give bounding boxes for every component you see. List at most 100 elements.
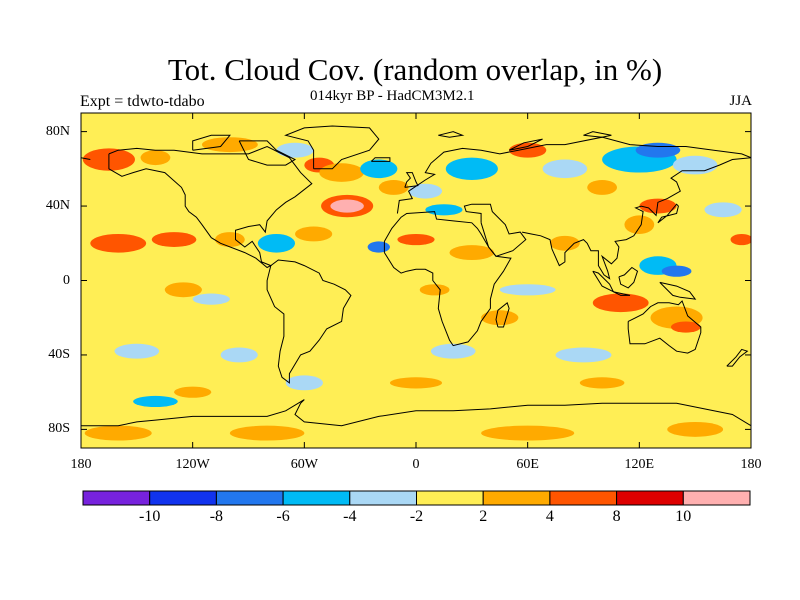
anomaly-patch [425, 204, 463, 216]
x-tick-label: 0 [412, 457, 420, 472]
y-tick-label: 40N [45, 198, 70, 214]
coastline [370, 157, 391, 162]
anomaly-patch [670, 321, 701, 333]
coastline [627, 300, 702, 354]
colorbar [82, 490, 751, 506]
colorbar-swatch [282, 490, 351, 506]
x-tick-label: 120E [624, 457, 655, 472]
x-tick-label: 120W [175, 457, 210, 472]
colorbar-swatch [549, 490, 618, 506]
coastline [618, 266, 639, 289]
anomaly-patch [624, 215, 655, 234]
colorbar-label: 2 [479, 508, 488, 525]
y-tick-label: 0 [63, 272, 70, 288]
anomaly-patch [587, 180, 617, 195]
y-tick-label: 40S [48, 346, 70, 362]
anomaly-patch [579, 377, 625, 389]
anomaly-patch [295, 226, 333, 242]
coastlines [81, 125, 751, 427]
colorbar-swatch [149, 490, 217, 506]
anomaly-patch [449, 245, 495, 261]
coastline [726, 348, 749, 367]
anomaly-patch [445, 157, 498, 180]
colorbar-label: -8 [209, 508, 224, 525]
anomaly-patch [378, 180, 409, 195]
anomaly-patch [133, 395, 178, 408]
anomaly-patch [481, 425, 575, 441]
anomaly-patch [257, 233, 296, 253]
coastline [521, 157, 751, 280]
anomaly-patch [667, 421, 724, 437]
colorbar-label: -6 [276, 508, 290, 525]
coastline [583, 131, 612, 138]
coastline [108, 145, 313, 269]
anomaly-patch [509, 142, 547, 158]
map-subtitle: 014kyr BP - HadCM3M2.1 [310, 88, 475, 104]
colorbar-label: 10 [675, 508, 692, 525]
anomaly-patch [90, 233, 147, 253]
coastline [508, 138, 543, 151]
colorbar-swatch [616, 490, 684, 506]
anomaly-patch [419, 284, 450, 296]
colorbar-label: 8 [612, 508, 621, 525]
anomaly-patch [84, 425, 152, 441]
anomaly-patch [151, 232, 197, 247]
anomaly-patch [360, 159, 398, 179]
anomaly-patch [481, 310, 519, 326]
colorbar-label: -2 [409, 508, 424, 525]
anomaly-patch [164, 282, 202, 298]
y-tick-label: 80S [48, 421, 70, 437]
anomaly-patch [140, 150, 171, 166]
colorbar-label: 4 [545, 508, 554, 525]
anomaly-patch [114, 343, 160, 359]
anomaly-patch [215, 232, 245, 247]
coastline [81, 157, 91, 160]
coastline [238, 140, 297, 166]
colorbar-label: -4 [343, 508, 357, 525]
anomaly-patch [499, 284, 556, 296]
coastline [438, 131, 465, 138]
y-tick-label: 80N [45, 123, 70, 139]
x-tick-label: 60E [516, 457, 539, 472]
anomaly-patch [555, 347, 612, 363]
colorbar-swatch [215, 490, 284, 506]
coastline [383, 211, 512, 347]
anomaly-patch [192, 293, 230, 305]
experiment-label: Expt = tdwto-tdabo [80, 93, 205, 110]
anomaly-patch [730, 233, 751, 246]
anomaly-patch [672, 155, 718, 175]
coastline [463, 203, 527, 257]
anomaly-patch [542, 159, 588, 179]
colorbar-label: -10 [139, 508, 161, 525]
coastline [192, 134, 231, 151]
anomaly-patch [330, 199, 364, 213]
anomaly-patch [639, 198, 677, 214]
x-tick-label: 180 [70, 457, 92, 472]
anomaly-patch [704, 202, 742, 218]
anomaly-patch [550, 235, 580, 251]
anomaly-patch [661, 265, 692, 277]
map-title: Tot. Cloud Cov. (random overlap, in %) [167, 52, 663, 87]
colorbar-swatch [82, 490, 151, 506]
colorbar-swatch [416, 490, 484, 506]
anomaly-patch [201, 137, 258, 153]
axis-ticks [80, 113, 752, 448]
coastline [81, 399, 751, 427]
colorbar-swatch [682, 490, 751, 506]
anomaly-patch [174, 386, 212, 398]
colorbar-swatch [349, 490, 417, 506]
coastline [613, 291, 631, 296]
anomaly-patch [276, 142, 314, 158]
coastline [266, 259, 352, 384]
coastline [495, 301, 510, 328]
anomaly-patch [229, 425, 305, 441]
anomaly-patch [319, 163, 364, 182]
coastline [404, 172, 419, 188]
anomaly-patch [367, 241, 390, 253]
anomaly-patch [408, 183, 443, 199]
x-tick-label: 180 [740, 457, 762, 472]
coastline [657, 203, 679, 224]
anomaly-patch [285, 375, 323, 391]
anomaly-patch [592, 293, 649, 313]
